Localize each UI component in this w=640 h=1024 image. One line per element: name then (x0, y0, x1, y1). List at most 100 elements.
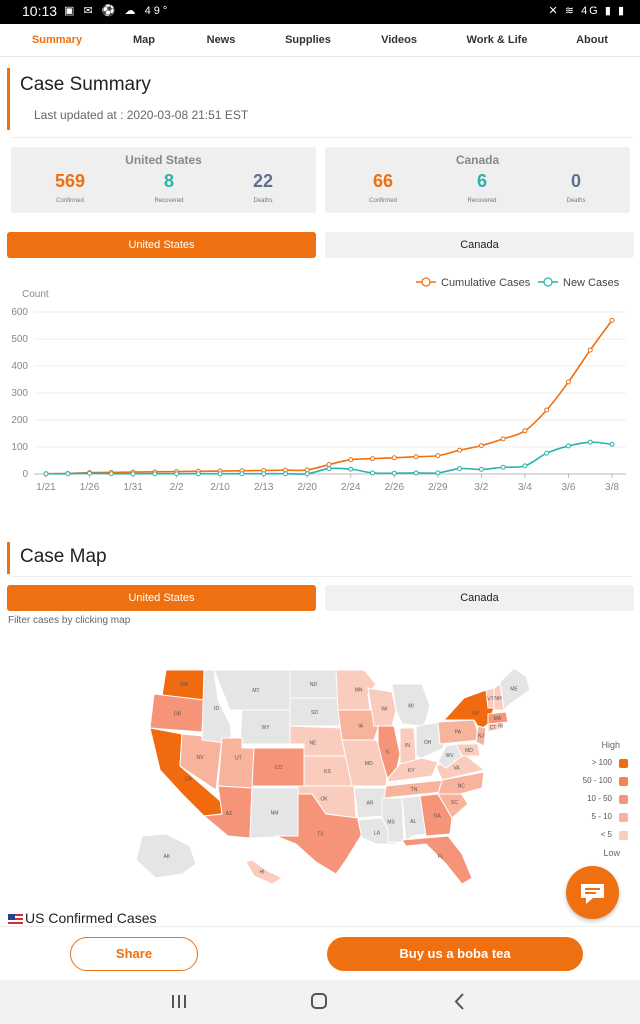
us-confirmed-label: US Confirmed Cases (25, 910, 157, 926)
map-toggle-united-states[interactable]: United States (7, 585, 316, 611)
state-label: TN (411, 787, 418, 793)
tab-videos[interactable]: Videos (381, 34, 417, 46)
map-toggle-canada[interactable]: Canada (325, 585, 634, 611)
state-nc[interactable] (437, 771, 485, 795)
data-point[interactable] (370, 470, 376, 476)
weather-icon: ☁ (124, 5, 139, 17)
sports-icon: ⚽ (101, 5, 119, 17)
legend-low: Low (603, 848, 620, 858)
state-ut[interactable] (217, 737, 255, 789)
data-point[interactable] (304, 471, 310, 477)
data-point[interactable] (413, 454, 419, 460)
state-ia[interactable] (337, 709, 379, 741)
share-button[interactable]: Share (70, 937, 198, 971)
data-point[interactable] (239, 471, 245, 477)
buy-boba-tea-button[interactable]: Buy us a boba tea (327, 937, 583, 971)
data-point[interactable] (413, 470, 419, 476)
chat-button[interactable] (566, 866, 619, 919)
data-point[interactable] (108, 471, 114, 477)
legend-swatch (619, 795, 628, 804)
data-point[interactable] (609, 317, 615, 323)
data-point[interactable] (391, 470, 397, 476)
deaths-stat: 22 Deaths (223, 171, 303, 204)
x-tick-label: 3/8 (605, 482, 619, 493)
data-point[interactable] (544, 450, 550, 456)
tab-news[interactable]: News (206, 34, 236, 46)
x-tick-label: 3/4 (518, 482, 532, 493)
data-point[interactable] (500, 436, 506, 442)
data-point[interactable] (457, 447, 463, 453)
state-label: MD (465, 748, 473, 754)
legend-label: > 100 (591, 758, 612, 767)
x-tick-label: 2/24 (341, 482, 361, 493)
state-fl[interactable] (401, 835, 473, 885)
state-oh[interactable] (415, 721, 445, 759)
x-tick-label: 2/20 (297, 482, 317, 493)
back-icon[interactable] (448, 991, 472, 1013)
data-point[interactable] (370, 456, 376, 462)
state-hi[interactable] (245, 859, 284, 885)
data-point[interactable] (478, 443, 484, 449)
state-ak[interactable] (135, 833, 197, 879)
chart-toggle-united-states[interactable]: United States (7, 232, 316, 258)
recent-apps-icon[interactable] (167, 991, 191, 1013)
data-point[interactable] (152, 471, 158, 477)
data-point[interactable] (522, 463, 528, 469)
data-point[interactable] (457, 466, 463, 472)
data-point[interactable] (435, 453, 441, 459)
tab-supplies[interactable]: Supplies (285, 34, 331, 46)
data-point[interactable] (65, 471, 71, 477)
confirmed-stat: 66 Confirmed (343, 171, 423, 204)
data-point[interactable] (326, 466, 332, 472)
state-ma[interactable] (487, 711, 509, 725)
y-tick-label: 200 (11, 415, 28, 426)
data-point[interactable] (348, 457, 354, 463)
tab-map[interactable]: Map (133, 34, 155, 46)
y-tick-label: 500 (11, 334, 28, 345)
data-point[interactable] (500, 464, 506, 470)
data-point[interactable] (391, 455, 397, 461)
data-point[interactable] (217, 471, 223, 477)
data-point[interactable] (478, 466, 484, 472)
data-point[interactable] (609, 441, 615, 447)
last-updated-text: Last updated at : 2020-03-08 21:51 EST (34, 108, 249, 122)
tab-summary[interactable]: Summary (31, 34, 83, 46)
x-tick-label: 3/6 (562, 482, 576, 493)
data-point[interactable] (522, 428, 528, 434)
state-nj[interactable] (475, 725, 487, 747)
confirmed-label: Confirmed (369, 198, 397, 204)
tab-work-life[interactable]: Work & Life (466, 34, 528, 46)
system-navigation-bar (0, 980, 640, 1024)
chart-toggle-canada[interactable]: Canada (325, 232, 634, 258)
data-point[interactable] (435, 470, 441, 476)
data-point[interactable] (195, 471, 201, 477)
state-label: NE (310, 740, 318, 746)
data-point[interactable] (174, 471, 180, 477)
state-wi[interactable] (367, 687, 397, 727)
data-point[interactable] (565, 443, 571, 449)
home-icon[interactable] (307, 991, 331, 1013)
legend-item-new[interactable]: New Cases (538, 277, 620, 289)
data-point[interactable] (348, 466, 354, 472)
legend-marker (421, 277, 431, 287)
legend-row: 50 - 100 (560, 776, 630, 788)
us-case-map: WA OR CA NV ID MT WY UT AZ CO NM ND SD NE KS OK TX MN IA MO… (135, 667, 531, 885)
state-label: UT (235, 756, 242, 762)
data-point[interactable] (87, 470, 93, 476)
tab-about[interactable]: About (576, 34, 608, 46)
data-point[interactable] (587, 439, 593, 445)
legend-item-cumulative[interactable]: Cumulative Cases (416, 277, 531, 289)
data-point[interactable] (130, 471, 136, 477)
data-point[interactable] (261, 471, 267, 477)
data-point[interactable] (587, 347, 593, 353)
state-tx[interactable] (275, 793, 363, 875)
data-point[interactable] (43, 471, 49, 477)
state-md[interactable] (455, 743, 481, 757)
data-point[interactable] (565, 379, 571, 385)
state-label: AR (367, 801, 374, 807)
state-me[interactable] (499, 667, 531, 712)
data-point[interactable] (282, 471, 288, 477)
state-al[interactable] (401, 795, 427, 844)
data-point[interactable] (326, 462, 332, 468)
data-point[interactable] (544, 407, 550, 413)
